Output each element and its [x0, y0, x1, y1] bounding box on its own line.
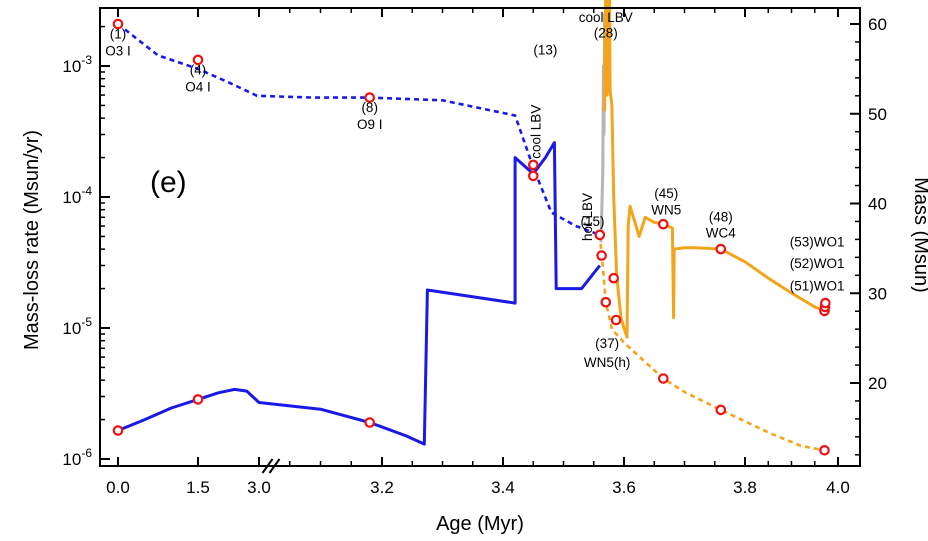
annotation-label: (53)WO1: [790, 235, 845, 250]
annotation-label: cool LBV: [579, 10, 633, 25]
panel-label: (e): [150, 166, 187, 199]
x-axis-title: Age (Myr): [436, 513, 524, 535]
annotation-label: (13): [533, 43, 557, 58]
x-tick-label: 3.2: [370, 478, 394, 497]
axes-layer: 0.0 1.5 3.0 3.2 3.4 3.6 3.8 4.0 10-6 10-5 10-4 10-3…: [62, 8, 887, 497]
annotation-label: (4): [190, 62, 207, 77]
y-left-tick-label: 10-6: [62, 446, 92, 469]
data-marker: [657, 373, 669, 384]
annotation-label: (48): [709, 210, 733, 225]
y-left-tick-label: 10-5: [62, 315, 92, 338]
data-marker: [527, 159, 539, 171]
y-right-tick-label: 60: [868, 15, 887, 34]
annotation-label: WC4: [706, 226, 736, 241]
y-right-tick-label: 50: [868, 105, 887, 124]
annotation-label: (37): [595, 336, 619, 351]
y-left-tick-label: 10-3: [62, 53, 92, 76]
annotation-label: hot LBV: [580, 193, 595, 241]
x-tick-label: 3.0: [247, 478, 271, 497]
axis-break-mark: [268, 458, 281, 474]
data-marker: [594, 229, 606, 241]
data-marker: [819, 444, 830, 456]
y-right-tick-label: 40: [868, 195, 887, 214]
annotation-label: (1): [110, 26, 127, 41]
annotation-label: (15): [580, 214, 604, 229]
x-tick-label: 3.4: [491, 478, 515, 497]
annotation-label: O4 I: [185, 79, 211, 94]
data-marker: [112, 18, 124, 30]
markers-layer: [112, 18, 831, 456]
annotation-label: O3 I: [105, 43, 131, 58]
y-axis-right-title: Mass (Msun): [910, 177, 928, 293]
annotation-label: WN5: [651, 202, 681, 217]
data-marker: [715, 404, 727, 416]
series-line-mass_loss_rate_he_phase: [603, 0, 828, 339]
data-marker: [364, 417, 375, 428]
annotation-label: (28): [594, 26, 618, 41]
data-marker: [192, 394, 204, 405]
data-marker: [112, 425, 124, 436]
annotation-label: WN5(h): [584, 355, 631, 370]
y-left-tick-label: 10-4: [62, 184, 92, 207]
y-right-tick-label: 20: [868, 374, 887, 393]
data-marker: [364, 92, 375, 103]
series-line-mass_loss_rate_h_phase: [117, 141, 601, 446]
x-tick-label: 0.0: [106, 478, 130, 497]
data-marker: [192, 54, 204, 66]
data-marker: [610, 314, 622, 326]
annotation-label: (51)WO1: [790, 279, 845, 294]
axis-break-mark: [261, 458, 274, 474]
data-marker: [657, 218, 669, 230]
annotations-layer: (1) O3 I (4) O4 I (8) O9 I (13) cool LBV hot LBV…: [105, 10, 844, 370]
annotation-label: cool LBV: [529, 105, 544, 159]
x-tick-label: 3.6: [612, 478, 636, 497]
data-marker: [600, 296, 612, 308]
x-tick-label: 1.5: [186, 478, 210, 497]
annotation-label: O9 I: [357, 117, 383, 132]
annotation-label: (8): [361, 100, 378, 115]
x-tick-label: 4.0: [826, 478, 850, 497]
x-tick-label: 3.8: [733, 478, 757, 497]
data-marker: [608, 272, 619, 284]
annotation-label: (45): [654, 186, 678, 201]
y-axis-left-title: Mass-loss rate (Msun/yr): [21, 130, 43, 350]
y-right-tick-label: 30: [868, 284, 887, 303]
data-marker: [596, 250, 607, 261]
data-marker: [820, 297, 831, 309]
data-marker: [527, 170, 539, 182]
data-marker: [715, 243, 727, 255]
annotation-label: (52)WO1: [790, 256, 845, 271]
